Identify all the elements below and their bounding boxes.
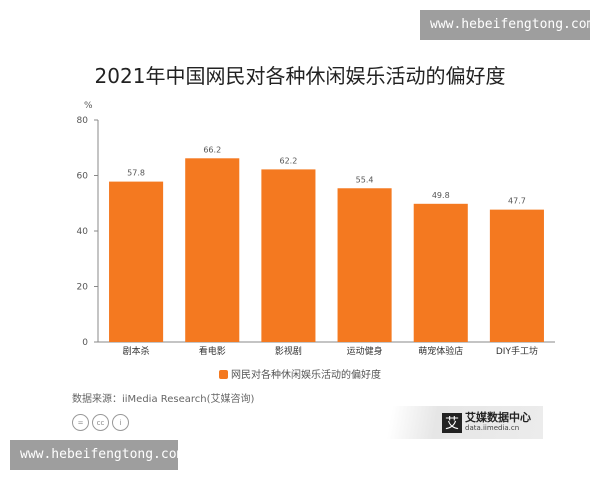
data-label: 57.8: [127, 169, 145, 178]
iimedia-logo: 艾 艾媒数据中心 data.iimedia.cn: [365, 406, 543, 439]
y-tick-label: 40: [77, 227, 89, 237]
x-tick-label: 剧本杀: [123, 345, 150, 357]
x-tick-label: DIY手工坊: [496, 345, 538, 357]
legend-label: 网民对各种休闲娱乐活动的偏好度: [231, 370, 381, 381]
logo-url: data.iimedia.cn: [465, 424, 520, 432]
bar: [185, 158, 240, 342]
chart-title: 2021年中国网民对各种休闲娱乐活动的偏好度: [94, 64, 506, 88]
bar: [413, 203, 468, 342]
legend: 网民对各种休闲娱乐活动的偏好度: [0, 366, 600, 381]
x-tick-label: 运动健身: [347, 345, 383, 357]
y-tick-label: 60: [77, 172, 89, 182]
bar: [109, 181, 164, 342]
data-label: 62.2: [280, 156, 298, 165]
attribution-icon: i: [112, 414, 129, 431]
watermark-bottom: www.hebeifengtong.com: [10, 440, 184, 470]
data-label: 66.2: [203, 145, 221, 154]
y-tick-label: 0: [82, 338, 88, 348]
creative-commons-icon: cc: [92, 414, 109, 431]
y-tick-label: 80: [77, 116, 89, 126]
data-label: 47.7: [508, 197, 526, 206]
x-tick-label: 影视剧: [275, 345, 302, 357]
bar: [489, 209, 544, 342]
logo-name: 艾媒数据中心: [465, 411, 531, 424]
x-tick-label: 看电影: [199, 345, 226, 357]
logo-mark: 艾: [442, 412, 462, 433]
y-axis-unit: %: [84, 101, 93, 111]
bar: [261, 169, 316, 342]
legend-swatch: [219, 370, 228, 379]
source-note: 数据来源：iiMedia Research(艾媒咨询): [72, 394, 255, 405]
no-derivatives-icon: =: [72, 414, 89, 431]
watermark-top: www.hebeifengtong.com: [420, 10, 594, 40]
license-icons: = cc i: [72, 414, 129, 431]
data-label: 49.8: [432, 191, 450, 200]
data-label: 55.4: [356, 175, 374, 184]
y-tick-label: 20: [77, 283, 89, 293]
bar: [337, 188, 392, 342]
x-tick-label: 萌宠体验店: [418, 345, 463, 357]
